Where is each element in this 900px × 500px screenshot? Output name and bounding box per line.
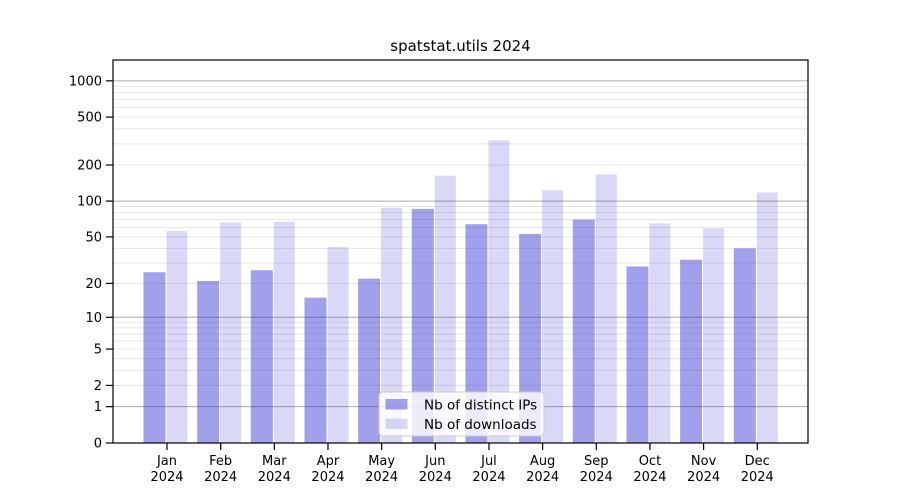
- plot-frame: [112, 59, 809, 444]
- bar-downloads: [756, 192, 778, 443]
- y-axis: 0 1 2 5 10 20 50 100 200 500 1000: [69, 74, 113, 452]
- legend-patch: [385, 418, 408, 429]
- x-tick-label-year: 2024: [311, 470, 344, 485]
- x-tick-label-month: Aug: [530, 454, 555, 469]
- x-tick-label-year: 2024: [741, 470, 774, 485]
- bar-downloads: [488, 140, 510, 443]
- bar-downloads: [542, 190, 564, 443]
- bar-downloads: [327, 247, 349, 443]
- bar-downloads: [649, 223, 671, 443]
- y-tick-label: 2: [94, 379, 102, 394]
- y-tick-label: 1000: [69, 74, 102, 89]
- x-tick-label-year: 2024: [258, 470, 291, 485]
- x-tick-label-year: 2024: [365, 470, 398, 485]
- x-tick-label-month: Jun: [424, 454, 445, 469]
- x-tick-label-year: 2024: [150, 470, 183, 485]
- bar-distinct-ips: [519, 233, 542, 443]
- x-tick-label-year: 2024: [419, 470, 452, 485]
- y-tick-label: 1: [94, 400, 102, 415]
- x-tick-label-month: Jan: [156, 454, 177, 469]
- bar-downloads: [434, 175, 456, 444]
- legend-label: Nb of distinct IPs: [424, 398, 537, 414]
- legend-box: [378, 391, 545, 437]
- x-tick-label-year: 2024: [687, 470, 720, 485]
- bar-distinct-ips: [465, 224, 488, 443]
- bar-distinct-ips: [197, 280, 220, 443]
- bar-downloads: [273, 221, 295, 443]
- gridlines-minor: [113, 85, 808, 386]
- x-tick-label-month: Nov: [691, 454, 717, 469]
- x-axis: Jan2024Feb2024Mar2024Apr2024May2024Jun20…: [150, 443, 774, 485]
- bar-distinct-ips: [358, 278, 381, 443]
- x-tick-label-month: Feb: [209, 454, 232, 469]
- x-tick-label-month: Sep: [584, 454, 609, 469]
- y-tick-label: 20: [85, 277, 102, 292]
- bar-distinct-ips: [572, 219, 595, 443]
- bar-distinct-ips: [250, 270, 273, 443]
- y-tick-label: 500: [77, 111, 102, 126]
- bar-downloads: [381, 207, 403, 443]
- bar-distinct-ips: [733, 248, 756, 443]
- x-tick-label-year: 2024: [633, 470, 666, 485]
- x-tick-label-year: 2024: [204, 470, 237, 485]
- bar-distinct-ips: [304, 297, 327, 443]
- bar-downloads: [703, 228, 725, 443]
- x-tick-label-month: Oct: [639, 454, 661, 469]
- bar-downloads: [595, 174, 617, 444]
- y-tick-label: 0: [94, 437, 102, 452]
- y-tick-label: 50: [85, 230, 102, 245]
- y-tick-label: 100: [77, 195, 102, 210]
- x-tick-label-month: May: [368, 454, 395, 469]
- legend: Nb of distinct IPs Nb of downloads: [378, 391, 545, 437]
- x-tick-label-month: Dec: [745, 454, 770, 469]
- x-tick-label-month: Mar: [262, 454, 287, 469]
- bar-downloads: [220, 222, 242, 443]
- x-tick-label-year: 2024: [580, 470, 613, 485]
- y-tick-label: 10: [85, 311, 102, 326]
- legend-label: Nb of downloads: [424, 417, 537, 433]
- bar-downloads: [166, 231, 188, 443]
- bar-distinct-ips: [680, 259, 703, 443]
- bar-distinct-ips: [411, 208, 434, 443]
- x-tick-label-month: Apr: [317, 454, 340, 469]
- x-tick-label-year: 2024: [526, 470, 559, 485]
- y-tick-label: 5: [94, 343, 102, 358]
- bar-distinct-ips: [143, 272, 166, 443]
- legend-patch: [385, 399, 408, 410]
- chart-title: spatstat.utils 2024: [390, 37, 530, 55]
- y-tick-label: 200: [77, 159, 102, 174]
- x-tick-label-year: 2024: [472, 470, 505, 485]
- bar-distinct-ips: [626, 266, 649, 443]
- bars: [143, 140, 778, 444]
- x-tick-label-month: Jul: [480, 454, 497, 469]
